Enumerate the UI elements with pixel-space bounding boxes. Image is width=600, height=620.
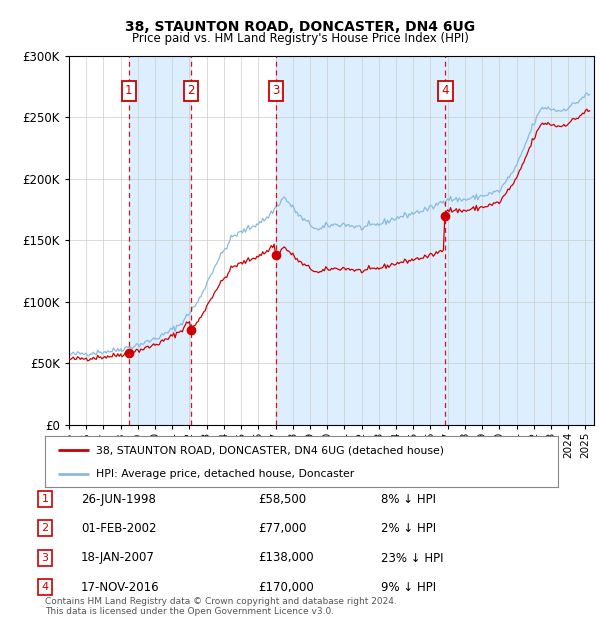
Text: 23% ↓ HPI: 23% ↓ HPI [381,552,443,564]
Text: 1: 1 [41,494,49,504]
Bar [276,56,445,425]
Text: 4: 4 [442,84,449,97]
Text: 38, STAUNTON ROAD, DONCASTER, DN4 6UG (detached house): 38, STAUNTON ROAD, DONCASTER, DN4 6UG (d… [97,445,444,455]
Text: 26-JUN-1998: 26-JUN-1998 [81,493,156,505]
Text: 01-FEB-2002: 01-FEB-2002 [81,522,157,534]
Text: 3: 3 [41,553,49,563]
Text: 4: 4 [41,582,49,592]
Text: 18-JAN-2007: 18-JAN-2007 [81,552,155,564]
Text: 2% ↓ HPI: 2% ↓ HPI [381,522,436,534]
Text: 38, STAUNTON ROAD, DONCASTER, DN4 6UG: 38, STAUNTON ROAD, DONCASTER, DN4 6UG [125,20,475,34]
Text: £170,000: £170,000 [258,581,314,593]
Text: Contains HM Land Registry data © Crown copyright and database right 2024.: Contains HM Land Registry data © Crown c… [45,597,397,606]
Text: 9% ↓ HPI: 9% ↓ HPI [381,581,436,593]
Text: 2: 2 [187,84,194,97]
Text: £58,500: £58,500 [258,493,306,505]
Text: Price paid vs. HM Land Registry's House Price Index (HPI): Price paid vs. HM Land Registry's House … [131,32,469,45]
Text: 8% ↓ HPI: 8% ↓ HPI [381,493,436,505]
Text: 3: 3 [272,84,280,97]
Text: HPI: Average price, detached house, Doncaster: HPI: Average price, detached house, Donc… [97,469,355,479]
Text: This data is licensed under the Open Government Licence v3.0.: This data is licensed under the Open Gov… [45,607,334,616]
Text: 2: 2 [41,523,49,533]
Text: 17-NOV-2016: 17-NOV-2016 [81,581,160,593]
Text: £138,000: £138,000 [258,552,314,564]
Bar [445,56,594,425]
Bar [129,56,191,425]
Text: £77,000: £77,000 [258,522,307,534]
Text: 1: 1 [125,84,133,97]
